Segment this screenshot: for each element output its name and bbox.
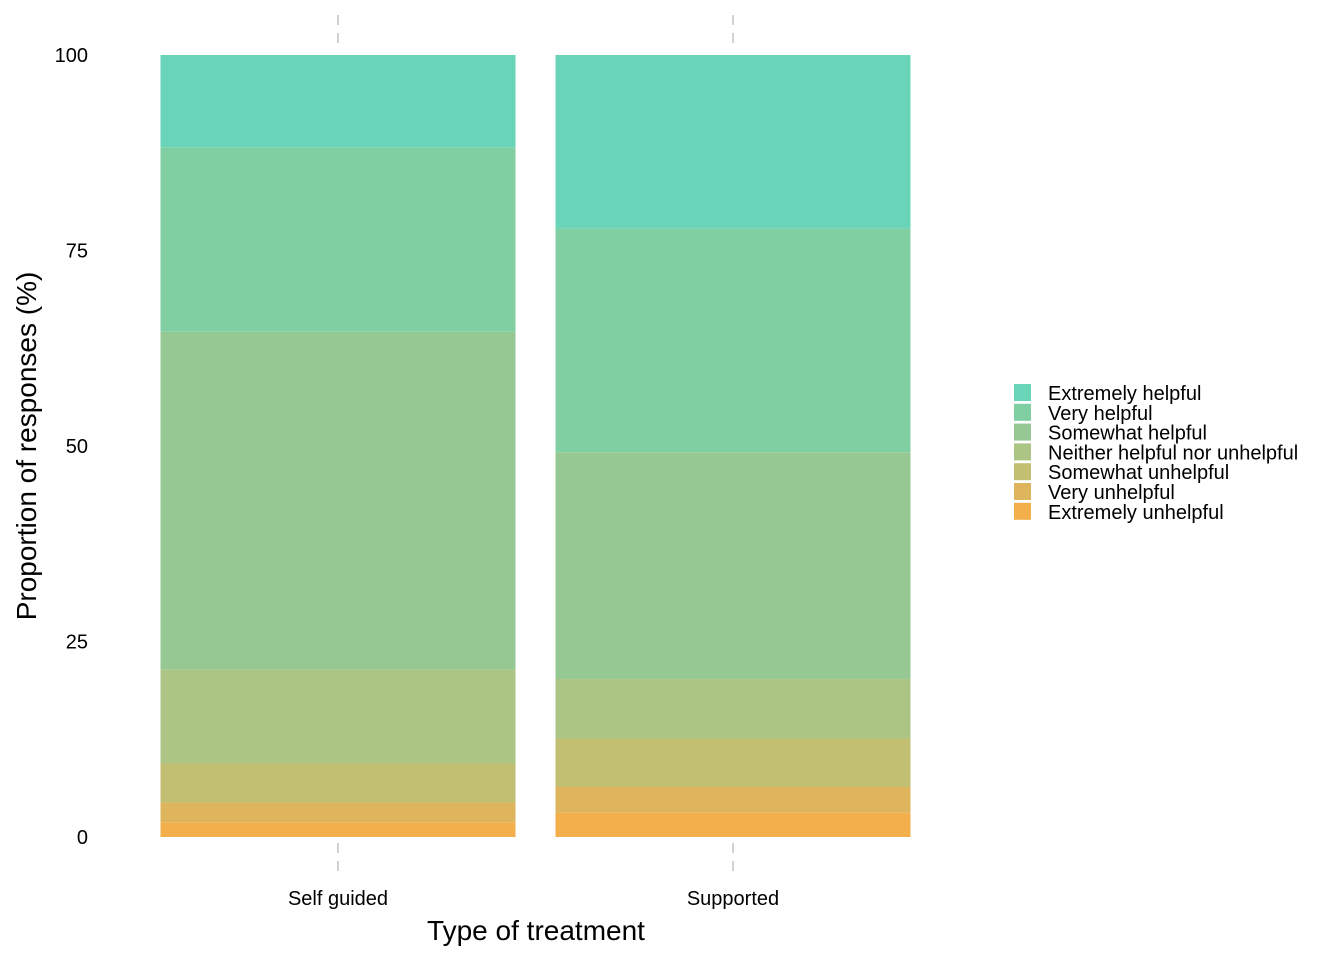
bar-segment: [160, 802, 516, 823]
legend-label: Somewhat unhelpful: [1048, 462, 1229, 484]
bar-segment: [160, 822, 516, 837]
bar-segment: [555, 55, 911, 229]
legend-swatch: [1014, 384, 1031, 401]
legend-swatch: [1014, 423, 1031, 441]
legend-label: Extremely unhelpful: [1048, 502, 1224, 524]
legend-label: Extremely helpful: [1048, 383, 1201, 405]
y-tick-label: 25: [66, 632, 88, 654]
y-axis-title: Proportion of responses (%): [11, 272, 42, 621]
legend-label: Neither helpful nor unhelpful: [1048, 442, 1298, 464]
legend-swatch: [1014, 443, 1031, 461]
x-tick-label: Self guided: [288, 888, 388, 910]
bar-segment: [555, 679, 911, 739]
y-tick-label: 75: [66, 241, 88, 263]
bar-segment: [160, 763, 516, 803]
legend-swatch: [1014, 463, 1031, 481]
legend-swatch: [1014, 502, 1031, 520]
bar-segment: [555, 452, 911, 680]
y-axis: 0 25 50 75 100: [55, 45, 88, 849]
bar-segment: [555, 812, 911, 837]
legend-label: Very helpful: [1048, 403, 1153, 425]
x-axis-title: Type of treatment: [427, 915, 645, 946]
bar-segment: [555, 228, 911, 453]
y-tick-label: 100: [55, 45, 88, 67]
legend-label: Very unhelpful: [1048, 482, 1175, 504]
legend-label: Somewhat helpful: [1048, 423, 1207, 445]
x-axis: Self guided Supported: [288, 15, 779, 910]
bars-layer: [160, 55, 911, 837]
bar-segment: [555, 738, 911, 787]
bar-segment: [160, 147, 516, 332]
y-tick-label: 50: [66, 436, 88, 458]
legend-swatch: [1014, 403, 1031, 421]
y-tick-label: 0: [77, 827, 88, 849]
bar-segment: [555, 786, 911, 813]
bar-segment: [160, 55, 516, 148]
legend-swatch: [1014, 483, 1031, 500]
bar-segment: [160, 331, 516, 670]
x-tick-label: Supported: [687, 888, 779, 910]
bar-segment: [160, 669, 516, 764]
